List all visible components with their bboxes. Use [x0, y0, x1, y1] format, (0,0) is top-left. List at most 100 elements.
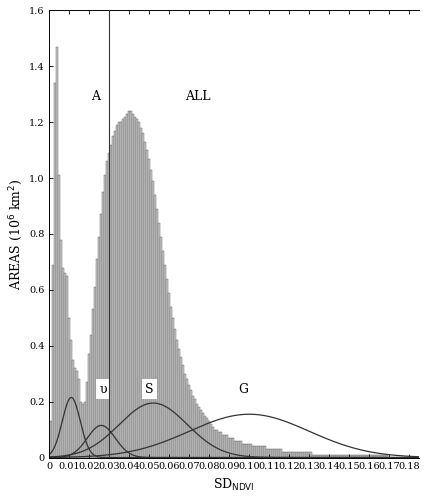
- Bar: [100, 214, 102, 458]
- Bar: [208, 421, 210, 458]
- Bar: [265, 446, 266, 458]
- Bar: [352, 454, 354, 458]
- Bar: [62, 268, 64, 458]
- Bar: [198, 407, 200, 458]
- Bar: [302, 452, 304, 458]
- Bar: [68, 318, 70, 458]
- Bar: [158, 223, 160, 458]
- Bar: [149, 158, 150, 458]
- Text: υ: υ: [99, 382, 107, 396]
- Bar: [228, 438, 230, 458]
- Bar: [114, 130, 116, 458]
- Bar: [84, 402, 86, 458]
- Bar: [196, 404, 198, 458]
- Bar: [218, 432, 220, 458]
- Bar: [88, 354, 90, 458]
- Bar: [107, 162, 108, 458]
- Bar: [360, 454, 362, 458]
- Bar: [366, 454, 368, 458]
- Bar: [166, 278, 168, 458]
- Bar: [152, 181, 154, 458]
- Bar: [354, 454, 356, 458]
- Bar: [206, 418, 208, 458]
- Bar: [92, 310, 94, 458]
- Bar: [126, 114, 128, 458]
- Bar: [119, 122, 120, 458]
- Bar: [122, 120, 124, 458]
- Bar: [312, 454, 314, 458]
- Bar: [58, 176, 60, 458]
- Bar: [125, 116, 126, 458]
- Bar: [192, 396, 194, 458]
- Bar: [96, 259, 98, 458]
- Bar: [350, 454, 352, 458]
- Bar: [190, 390, 192, 458]
- Bar: [272, 449, 274, 458]
- Bar: [374, 454, 376, 458]
- Bar: [230, 438, 232, 458]
- Bar: [284, 452, 286, 458]
- Bar: [328, 454, 330, 458]
- Bar: [156, 209, 158, 458]
- Bar: [362, 454, 364, 458]
- Bar: [294, 452, 296, 458]
- Bar: [72, 360, 74, 458]
- Bar: [184, 374, 186, 458]
- X-axis label: SD$_{\rm NDVI}$: SD$_{\rm NDVI}$: [214, 477, 255, 493]
- Bar: [304, 452, 306, 458]
- Bar: [384, 454, 386, 458]
- Bar: [80, 402, 82, 458]
- Bar: [194, 399, 196, 458]
- Bar: [56, 47, 58, 458]
- Bar: [380, 454, 382, 458]
- Bar: [372, 454, 374, 458]
- Bar: [170, 306, 172, 458]
- Bar: [82, 404, 84, 458]
- Bar: [188, 385, 190, 458]
- Bar: [143, 134, 144, 458]
- Bar: [74, 368, 76, 458]
- Bar: [253, 446, 254, 458]
- Bar: [144, 142, 146, 458]
- Bar: [182, 366, 184, 458]
- Bar: [376, 454, 378, 458]
- Bar: [292, 452, 294, 458]
- Bar: [52, 264, 54, 458]
- Bar: [326, 454, 328, 458]
- Bar: [318, 454, 320, 458]
- Bar: [244, 444, 246, 458]
- Bar: [336, 454, 338, 458]
- Bar: [224, 435, 226, 458]
- Bar: [314, 454, 316, 458]
- Bar: [236, 441, 238, 458]
- Bar: [348, 454, 350, 458]
- Bar: [268, 449, 270, 458]
- Bar: [64, 273, 66, 458]
- Bar: [332, 454, 334, 458]
- Bar: [102, 192, 104, 458]
- Bar: [340, 454, 342, 458]
- Bar: [276, 449, 278, 458]
- Text: A: A: [91, 90, 100, 102]
- Bar: [155, 195, 156, 458]
- Text: ALL: ALL: [185, 90, 211, 102]
- Bar: [254, 446, 256, 458]
- Bar: [300, 452, 302, 458]
- Bar: [214, 430, 216, 458]
- Bar: [274, 449, 276, 458]
- Bar: [234, 441, 236, 458]
- Bar: [278, 449, 280, 458]
- Bar: [280, 449, 282, 458]
- Bar: [356, 454, 358, 458]
- Bar: [310, 452, 312, 458]
- Bar: [260, 446, 262, 458]
- Bar: [256, 446, 258, 458]
- Bar: [108, 153, 110, 458]
- Y-axis label: AREAS (10$^6$ km$^2$): AREAS (10$^6$ km$^2$): [7, 178, 25, 290]
- Bar: [296, 452, 298, 458]
- Bar: [110, 144, 112, 458]
- Bar: [120, 122, 122, 458]
- Text: G: G: [238, 382, 248, 396]
- Bar: [346, 454, 348, 458]
- Text: S: S: [145, 382, 154, 396]
